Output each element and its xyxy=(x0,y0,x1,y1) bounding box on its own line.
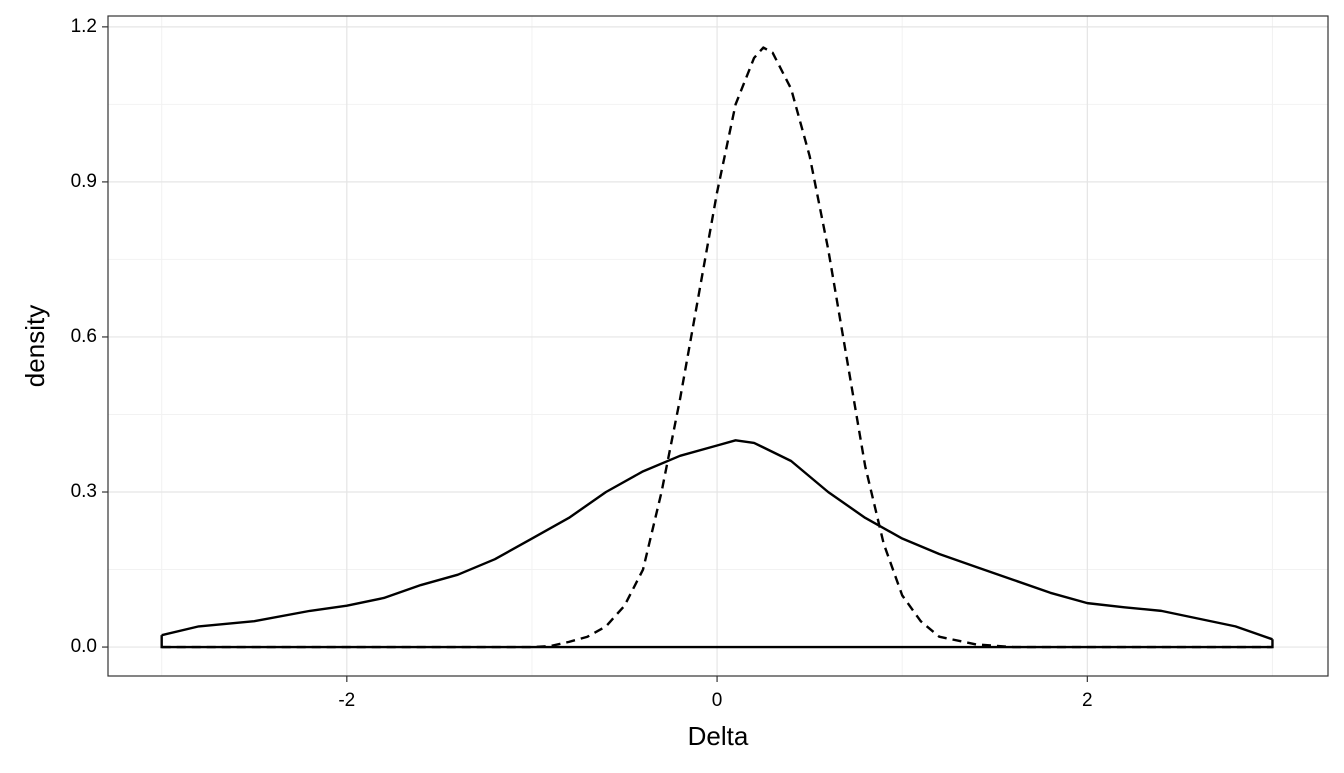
y-tick-label: 0.9 xyxy=(71,171,97,192)
y-tick-label: 0.0 xyxy=(71,636,97,657)
x-axis-title: Delta xyxy=(688,721,749,751)
y-tick-label: 1.2 xyxy=(71,16,97,37)
density-baseline xyxy=(160,635,1274,649)
y-tick-label: 0.3 xyxy=(71,481,97,502)
x-tick-label: -2 xyxy=(338,690,355,711)
plot-area xyxy=(160,46,1274,649)
y-tick-label: 0.6 xyxy=(71,326,97,347)
density-line xyxy=(161,439,1273,641)
density-line xyxy=(161,46,1273,649)
x-tick-label: 2 xyxy=(1082,690,1093,711)
x-tick-label: 0 xyxy=(712,690,723,711)
y-axis-title: density xyxy=(20,305,50,387)
panel-border xyxy=(107,15,1329,677)
